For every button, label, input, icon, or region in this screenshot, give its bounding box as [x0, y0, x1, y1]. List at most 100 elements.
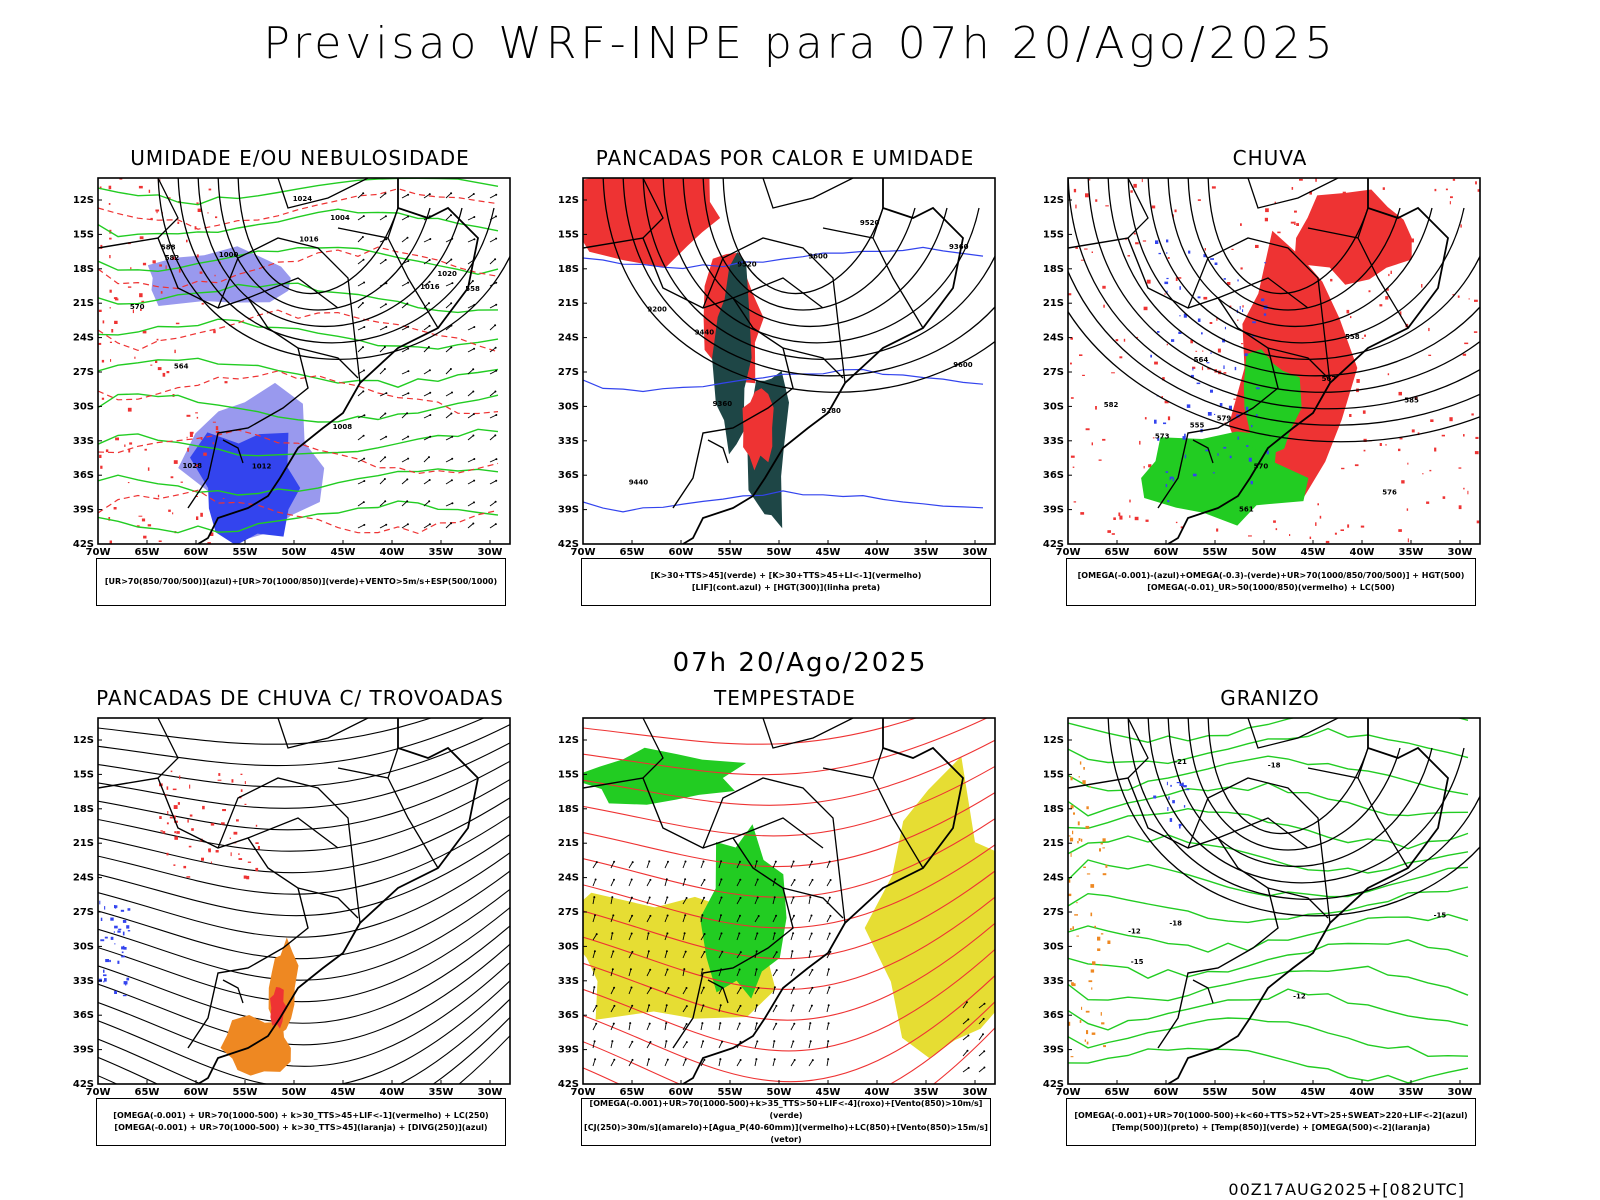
thunder-speckle: [238, 853, 240, 855]
wind-vector-head: [429, 414, 432, 416]
wind-vector-head: [473, 238, 476, 241]
map-field: 1012 1016 1020 1024 1028 1008 1004 1000 1016 570 5…: [98, 178, 510, 544]
wind-vector: [682, 915, 686, 923]
wind-vector-head: [756, 878, 759, 881]
rain-speckle: [1154, 361, 1158, 365]
wind-vector-head: [667, 860, 669, 863]
omega500-speckle: [1083, 866, 1086, 868]
wind-vector: [592, 951, 596, 959]
thickness-speckle: [177, 221, 180, 224]
legend-box: [OMEGA(-0.001) + UR>70(1000-500) + k>30_…: [96, 1098, 506, 1146]
omega500-speckle: [1102, 838, 1106, 842]
wind-vector: [664, 915, 669, 923]
thickness-speckle: [168, 509, 171, 512]
thickness-speckle: [178, 268, 181, 273]
wind-vector: [754, 1059, 757, 1067]
rain-speckle: [1241, 343, 1244, 345]
wind-vector-head: [791, 950, 794, 953]
wind-vector: [379, 282, 387, 287]
omega-speckle: [1184, 433, 1186, 437]
rain-speckle: [1142, 240, 1147, 242]
wind-vector-head: [593, 896, 596, 899]
wind-vector-head: [612, 914, 615, 917]
thickness-speckle: [207, 542, 211, 544]
wind-vector-head: [738, 1022, 741, 1025]
contour-label: 555: [1190, 422, 1205, 430]
wind-vector: [357, 480, 365, 485]
lat-tick-label: 12S: [1043, 735, 1064, 746]
wind-vector-head: [774, 878, 777, 881]
rain-speckle: [1467, 490, 1469, 495]
lon-tick-label: 45W: [1301, 547, 1326, 558]
wind-vector-head: [649, 1041, 652, 1043]
wind-vector: [445, 392, 453, 397]
thickness-speckle: [114, 297, 118, 301]
wind-vector-head: [428, 280, 431, 283]
omega-speckle: [1246, 445, 1249, 447]
wind-vector-head: [665, 878, 668, 881]
legend-line: [CJ(250)>30m/s](amarelo)+[Agua_P(40-60mm…: [584, 1123, 988, 1144]
rain-speckle: [1111, 372, 1115, 374]
wind-vector-head: [773, 1040, 776, 1043]
wind-vector-head: [755, 968, 758, 971]
hail-speckle: [1153, 795, 1157, 799]
divergence-speckle: [103, 969, 105, 973]
omega500-speckle: [1091, 1032, 1096, 1035]
wind-vector: [700, 1041, 704, 1049]
wind-vector: [379, 524, 387, 529]
thickness-speckle: [189, 431, 194, 434]
divergence-speckle: [109, 959, 111, 963]
wind-vector: [610, 1059, 615, 1067]
thickness-speckle: [155, 359, 158, 363]
contour-label: 9360: [949, 243, 969, 251]
rain-speckle: [1113, 517, 1116, 520]
wind-vector: [592, 897, 595, 905]
rain-speckle: [1354, 464, 1359, 467]
omega-speckle: [1266, 450, 1269, 455]
wind-vector: [682, 969, 685, 977]
lat-tick-label: 33S: [1043, 436, 1064, 447]
wind-vector-head: [611, 896, 614, 899]
wind-vector: [423, 479, 430, 485]
rain-speckle: [1085, 193, 1089, 198]
wind-vector: [445, 458, 453, 463]
thickness-speckle: [186, 239, 188, 243]
legend-box: [UR>70(850/700/500)](azul)+[UR>70(1000/8…: [96, 558, 506, 606]
hail-speckle: [1176, 782, 1181, 784]
wind-vector-head: [810, 914, 813, 917]
contour-label: 1000: [219, 251, 239, 259]
thickness-speckle: [201, 302, 204, 305]
wind-vector: [736, 915, 741, 923]
wind-vector: [682, 951, 687, 959]
lon-tick-label: 50W: [282, 547, 307, 558]
wind-vector: [772, 1059, 776, 1067]
wind-vector: [357, 501, 365, 507]
rain-speckle: [1462, 353, 1467, 356]
rain-speckle: [1426, 501, 1430, 504]
omega-speckle: [1169, 476, 1171, 481]
contour-label: -21: [1174, 758, 1187, 766]
thickness-speckle: [138, 185, 143, 189]
omega-speckle: [1163, 422, 1167, 425]
omega500-speckle: [1100, 1012, 1102, 1016]
wind-vector-head: [739, 1004, 742, 1007]
contour-label: -15: [1434, 912, 1447, 920]
thickness-speckle: [213, 330, 216, 334]
rain-speckle: [1291, 187, 1294, 190]
divergence-speckle: [104, 936, 108, 939]
wind-vector: [736, 1023, 741, 1031]
legend-box: [OMEGA(-0.001)-(azul)+OMEGA(-0.3)-(verde…: [1066, 558, 1476, 606]
thickness-speckle: [150, 364, 153, 366]
contour-label: 558: [1345, 333, 1360, 341]
hgt300-contour: [642, 178, 995, 360]
lon-tick-label: 45W: [1301, 1087, 1326, 1098]
thickness-speckle: [99, 454, 102, 458]
wind-vector-head: [702, 1004, 705, 1007]
rain-speckle: [1091, 251, 1093, 253]
divergence-speckle: [123, 945, 125, 948]
thickness-speckle: [195, 464, 199, 467]
omega500-speckle: [1083, 767, 1085, 770]
wind-vector: [646, 915, 651, 923]
wind-vector: [628, 879, 633, 887]
panel-umidade: UMIDADE E/OU NEBULOSIDADE 1012 1016 1020 10…: [60, 146, 540, 626]
